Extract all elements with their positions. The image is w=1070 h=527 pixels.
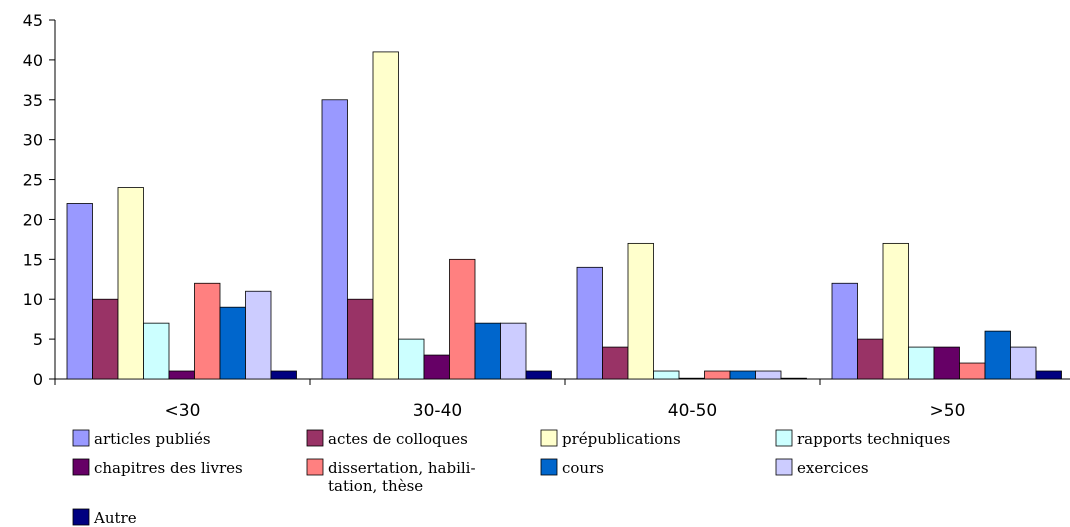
legend-label: cours — [562, 459, 604, 477]
bar — [882, 242, 909, 380]
legend-label: prépublications — [562, 430, 681, 448]
y-tick-label: 5 — [33, 330, 43, 349]
bar — [398, 338, 425, 380]
category-label: >50 — [930, 401, 966, 421]
bar — [194, 282, 221, 380]
legend-label: chapitres des livres — [94, 459, 243, 477]
bar — [423, 354, 450, 380]
bar — [270, 370, 297, 380]
legend-swatch — [72, 458, 90, 476]
bar — [729, 370, 756, 380]
bar — [959, 362, 986, 380]
bar — [908, 346, 935, 380]
category-label: 30-40 — [413, 401, 462, 421]
legend-swatch — [540, 429, 558, 447]
bar — [576, 266, 603, 380]
legend-label: dissertation, habili-tation, thèse — [328, 459, 476, 495]
bar — [500, 322, 527, 380]
legend: articles publiés actes de colloques prépub… — [72, 429, 950, 527]
y-tick-labels: 0 5 10 15 20 25 30 35 40 45 — [23, 11, 43, 389]
bar — [321, 99, 348, 380]
bar — [245, 290, 272, 380]
bar — [66, 203, 93, 380]
legend-swatch — [306, 458, 324, 476]
legend-swatch — [775, 429, 793, 447]
legend-label: exercices — [797, 459, 869, 477]
bar — [372, 51, 399, 380]
bar — [92, 298, 119, 380]
bar — [474, 322, 501, 380]
bar — [449, 258, 476, 380]
bar — [933, 346, 960, 380]
bar — [755, 370, 782, 380]
bars — [66, 51, 1062, 380]
category-label: <30 — [165, 401, 201, 421]
y-tick-label: 45 — [23, 11, 43, 30]
legend-label: articles publiés — [94, 430, 211, 448]
legend-label: rapports techniques — [797, 430, 950, 448]
y-tick-label: 25 — [23, 171, 43, 190]
bar — [984, 330, 1011, 380]
legend-swatch — [775, 458, 793, 476]
bar — [1035, 370, 1062, 380]
legend-swatch — [72, 508, 90, 526]
legend-label: actes de colloques — [328, 430, 468, 448]
bar — [780, 377, 807, 380]
y-tick-label: 35 — [23, 91, 43, 110]
bar — [525, 370, 552, 380]
bar — [219, 306, 246, 380]
bar — [168, 370, 195, 380]
y-tick-label: 40 — [23, 51, 43, 70]
bar — [347, 298, 374, 380]
bar — [704, 370, 731, 380]
x-tick-labels: <30 30-40 40-50 >50 — [165, 401, 966, 421]
y-tick-label: 30 — [23, 131, 43, 150]
y-tick-label: 10 — [23, 290, 43, 309]
y-tick-label: 20 — [23, 210, 43, 229]
bar — [602, 346, 629, 380]
legend-label: Autre — [93, 509, 137, 527]
bar — [857, 338, 884, 380]
bar — [627, 242, 654, 380]
bar — [1010, 346, 1037, 380]
bar — [831, 282, 858, 380]
bar — [117, 187, 144, 380]
legend-swatch — [306, 429, 324, 447]
bar — [678, 377, 705, 380]
bar — [143, 322, 170, 380]
legend-swatch — [540, 458, 558, 476]
bar — [653, 370, 680, 380]
y-tick-label: 0 — [33, 370, 43, 389]
category-label: 40-50 — [668, 401, 717, 421]
legend-swatch — [72, 429, 90, 447]
y-tick-label: 15 — [23, 250, 43, 269]
